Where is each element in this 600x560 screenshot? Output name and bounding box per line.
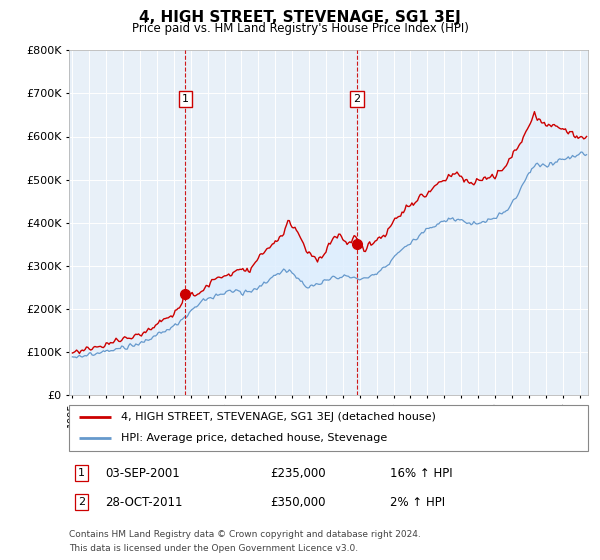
Text: 03-SEP-2001: 03-SEP-2001: [105, 466, 180, 480]
Text: 28-OCT-2011: 28-OCT-2011: [105, 496, 182, 509]
Text: 1: 1: [182, 94, 188, 104]
Text: £235,000: £235,000: [270, 466, 326, 480]
Text: 2% ↑ HPI: 2% ↑ HPI: [390, 496, 445, 509]
Text: 16% ↑ HPI: 16% ↑ HPI: [390, 466, 452, 480]
FancyBboxPatch shape: [69, 405, 588, 451]
Text: 2: 2: [78, 497, 85, 507]
Text: Price paid vs. HM Land Registry's House Price Index (HPI): Price paid vs. HM Land Registry's House …: [131, 22, 469, 35]
Text: 4, HIGH STREET, STEVENAGE, SG1 3EJ: 4, HIGH STREET, STEVENAGE, SG1 3EJ: [139, 10, 461, 25]
Text: Contains HM Land Registry data © Crown copyright and database right 2024.: Contains HM Land Registry data © Crown c…: [69, 530, 421, 539]
Text: £350,000: £350,000: [270, 496, 325, 509]
Text: 4, HIGH STREET, STEVENAGE, SG1 3EJ (detached house): 4, HIGH STREET, STEVENAGE, SG1 3EJ (deta…: [121, 412, 436, 422]
Text: HPI: Average price, detached house, Stevenage: HPI: Average price, detached house, Stev…: [121, 433, 387, 444]
Text: 1: 1: [78, 468, 85, 478]
Text: 2: 2: [353, 94, 361, 104]
Text: This data is licensed under the Open Government Licence v3.0.: This data is licensed under the Open Gov…: [69, 544, 358, 553]
